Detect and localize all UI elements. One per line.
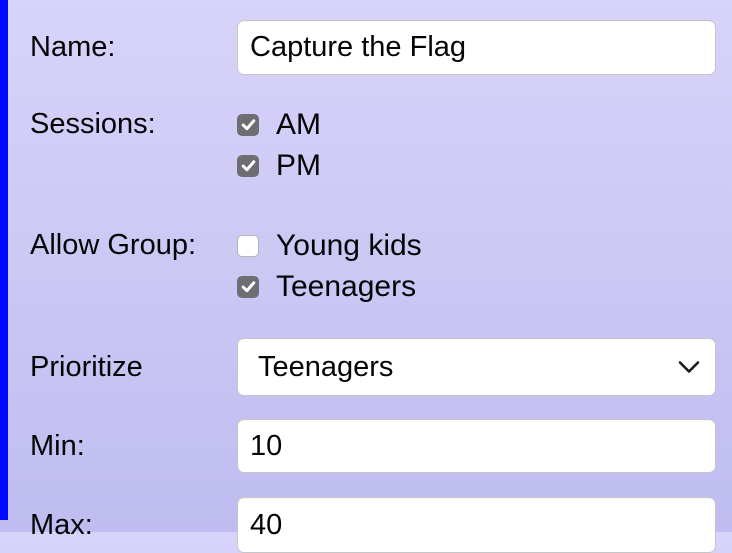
- allow-group-options: Young kids Teenagers: [237, 225, 422, 307]
- session-pm-option: PM: [237, 145, 321, 186]
- name-row: Name:: [30, 20, 716, 75]
- session-pm-label: PM: [276, 148, 321, 182]
- chevron-down-icon: [678, 361, 700, 373]
- session-am-checkbox[interactable]: [237, 113, 259, 136]
- sessions-row: Sessions: AM PM: [30, 104, 716, 186]
- prioritize-select[interactable]: Teenagers: [237, 338, 716, 396]
- session-am-label: AM: [276, 107, 321, 141]
- young-kids-label: Young kids: [276, 228, 422, 262]
- prioritize-label: Prioritize: [30, 351, 143, 383]
- left-edge-accent-bar: [0, 0, 8, 520]
- name-label: Name:: [30, 31, 116, 63]
- min-row: Min:: [30, 419, 716, 473]
- name-input[interactable]: [237, 20, 716, 75]
- checkmark-icon: [241, 119, 255, 131]
- camp-activity-form: Name: Sessions: AM PM Allow Group:: [8, 0, 716, 553]
- max-label: Max:: [30, 509, 93, 541]
- checkmark-icon: [241, 160, 255, 172]
- min-input[interactable]: [237, 419, 716, 473]
- sessions-label: Sessions:: [30, 108, 156, 140]
- sessions-options: AM PM: [237, 104, 321, 186]
- max-input[interactable]: [237, 497, 716, 553]
- min-label: Min:: [30, 430, 85, 462]
- max-row: Max:: [30, 497, 716, 553]
- teenagers-label: Teenagers: [276, 269, 417, 303]
- teenagers-checkbox[interactable]: [237, 275, 259, 298]
- session-pm-checkbox[interactable]: [237, 154, 259, 177]
- prioritize-row: Prioritize Teenagers: [30, 338, 716, 396]
- allow-group-row: Allow Group: Young kids Teenagers: [30, 225, 716, 307]
- prioritize-selected-value: Teenagers: [258, 350, 394, 383]
- session-am-option: AM: [237, 104, 321, 145]
- young-kids-option: Young kids: [237, 225, 422, 266]
- checkmark-icon: [241, 281, 255, 293]
- allow-group-label: Allow Group:: [30, 229, 197, 261]
- teenagers-option: Teenagers: [237, 266, 422, 307]
- young-kids-checkbox[interactable]: [237, 234, 259, 257]
